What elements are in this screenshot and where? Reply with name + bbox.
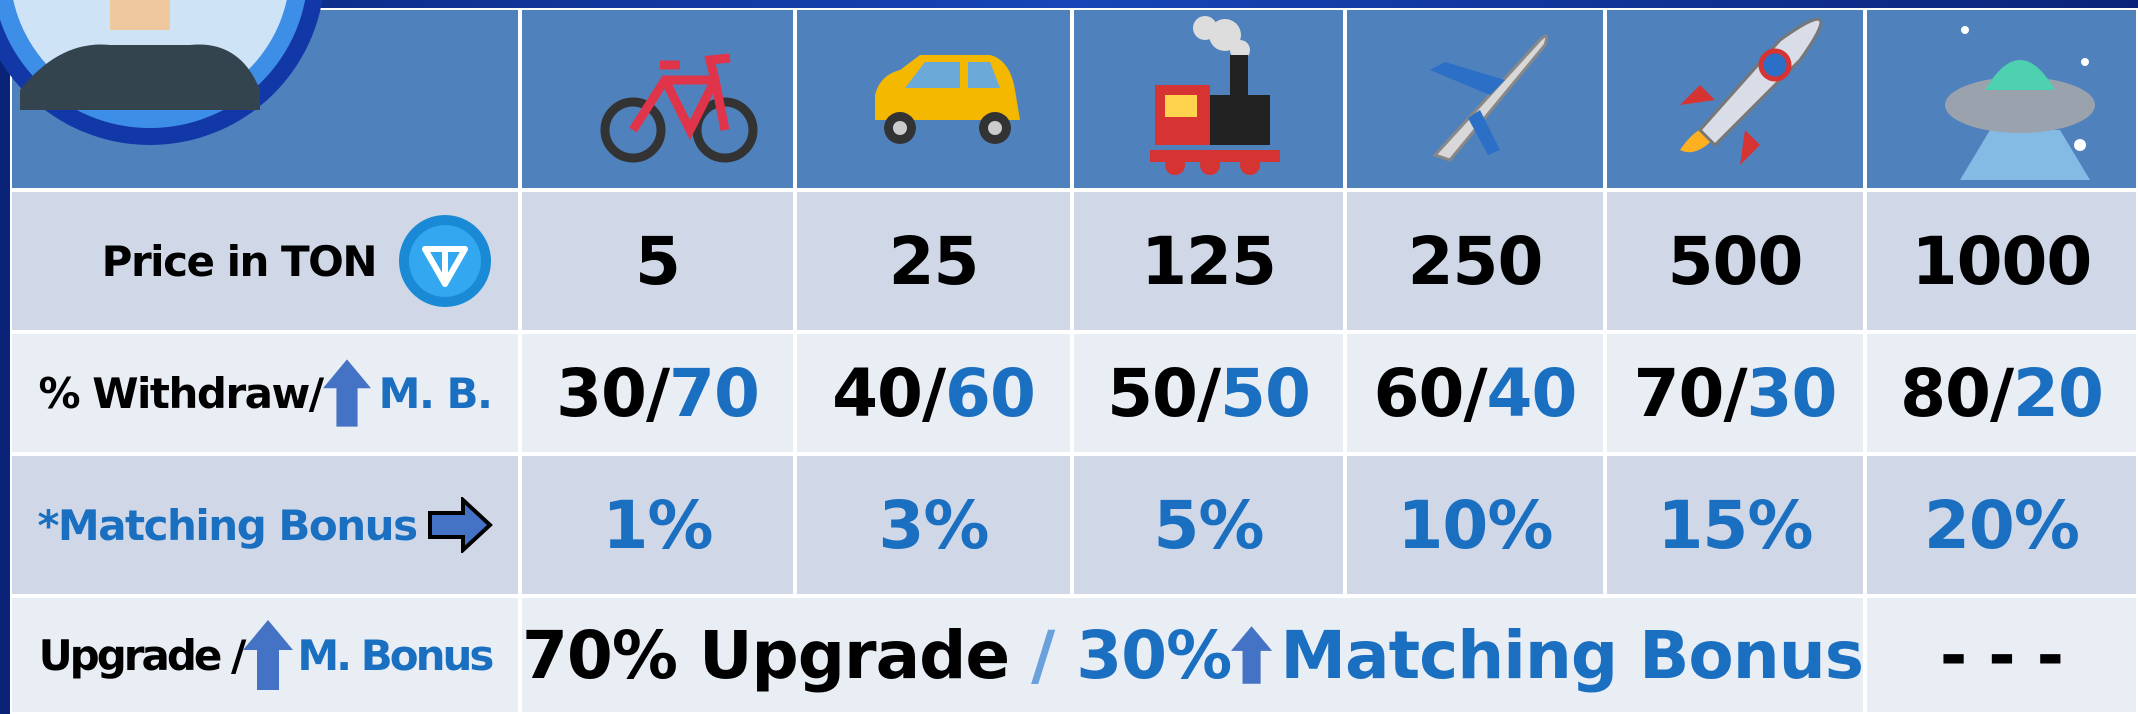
right-arrow <box>427 497 493 553</box>
withdraw-label-suffix: M. B. <box>379 369 492 418</box>
price-cell: 125 <box>1072 190 1345 332</box>
header-cell <box>795 8 1072 190</box>
withdraw-part: 80/ <box>1900 355 2013 432</box>
withdraw-part: 30/ <box>556 355 669 432</box>
bonus-part: 40 <box>1487 355 1577 432</box>
price-label: Price in TON <box>102 237 376 286</box>
upgrade-label: Upgrade / <box>39 631 244 680</box>
withdraw-part: 40/ <box>832 355 945 432</box>
table-stage: Price in TON 5 25 125 250 500 1000 % Withdraw/M… <box>0 0 2138 714</box>
page: {"price":{"label":"Price in TON","values… <box>0 0 2138 714</box>
matching-cell: 5% <box>1072 454 1345 596</box>
upgrade-cell: 70% Upgrade / 30% Matching Bonus <box>520 596 1865 714</box>
matching-cell: 15% <box>1605 454 1865 596</box>
ton-icon <box>398 214 493 309</box>
withdraw-cell: 60/40 <box>1345 332 1605 454</box>
matching-value: 1% <box>602 487 712 564</box>
matching-value: 20% <box>1924 487 2079 564</box>
row-label-cell: % Withdraw/M. B. <box>10 332 520 454</box>
matching-cell: 20% <box>1865 454 2138 596</box>
withdraw-label: % Withdraw/ <box>38 369 322 418</box>
withdraw-cell: 50/50 <box>1072 332 1345 454</box>
price-cell: 1000 <box>1865 190 2138 332</box>
header-cell <box>1605 8 1865 190</box>
upgrade-separator: / <box>1031 617 1054 694</box>
matching-value: 5% <box>1153 487 1263 564</box>
matching-value: 3% <box>878 487 988 564</box>
row-label-cell: Upgrade / M. Bonus <box>10 596 520 714</box>
upgrade-label-suffix: M. Bonus <box>297 631 491 680</box>
header-cell <box>1072 8 1345 190</box>
price-value: 500 <box>1668 223 1803 300</box>
header-cell <box>1345 8 1605 190</box>
upgrade-bonus-percent: 30% <box>1076 617 1231 694</box>
header-cell <box>1865 8 2138 190</box>
withdraw-cell: 80/20 <box>1865 332 2138 454</box>
withdraw-part: 60/ <box>1374 355 1487 432</box>
price-value: 1000 <box>1912 223 2092 300</box>
price-cell: 5 <box>520 190 795 332</box>
bonus-part: 30 <box>1747 355 1837 432</box>
row-label-cell: Price in TON <box>10 190 520 332</box>
withdraw-cell: 70/30 <box>1605 332 1865 454</box>
matching-cell: 1% <box>520 454 795 596</box>
bonus-part: 20 <box>2013 355 2103 432</box>
price-value: 5 <box>635 223 680 300</box>
up-arrow <box>323 359 371 427</box>
matching-value: 15% <box>1658 487 1813 564</box>
up-arrow <box>243 620 293 690</box>
bonus-part: 70 <box>669 355 759 432</box>
upgrade-text: 70% Upgrade <box>522 617 1009 694</box>
price-value: 25 <box>889 223 979 300</box>
up-arrow <box>1231 620 1272 690</box>
withdraw-cell: 30/70 <box>520 332 795 454</box>
upgrade-bonus: Matching Bonus <box>1280 617 1863 694</box>
header-cell <box>10 8 520 190</box>
price-cell: 500 <box>1605 190 1865 332</box>
header-cell <box>520 8 795 190</box>
bonus-part: 60 <box>945 355 1035 432</box>
matching-label: *Matching Bonus <box>37 501 416 550</box>
row-label-cell: *Matching Bonus <box>10 454 520 596</box>
matching-value: 10% <box>1398 487 1553 564</box>
price-cell: 25 <box>795 190 1072 332</box>
upgrade-last: - - - <box>1940 617 2063 694</box>
matching-cell: 10% <box>1345 454 1605 596</box>
upgrade-last-cell: - - - <box>1865 596 2138 714</box>
bonus-part: 50 <box>1220 355 1310 432</box>
withdraw-part: 70/ <box>1634 355 1747 432</box>
matching-cell: 3% <box>795 454 1072 596</box>
withdraw-part: 50/ <box>1107 355 1220 432</box>
price-value: 125 <box>1141 223 1276 300</box>
withdraw-cell: 40/60 <box>795 332 1072 454</box>
price-cell: 250 <box>1345 190 1605 332</box>
price-value: 250 <box>1408 223 1543 300</box>
